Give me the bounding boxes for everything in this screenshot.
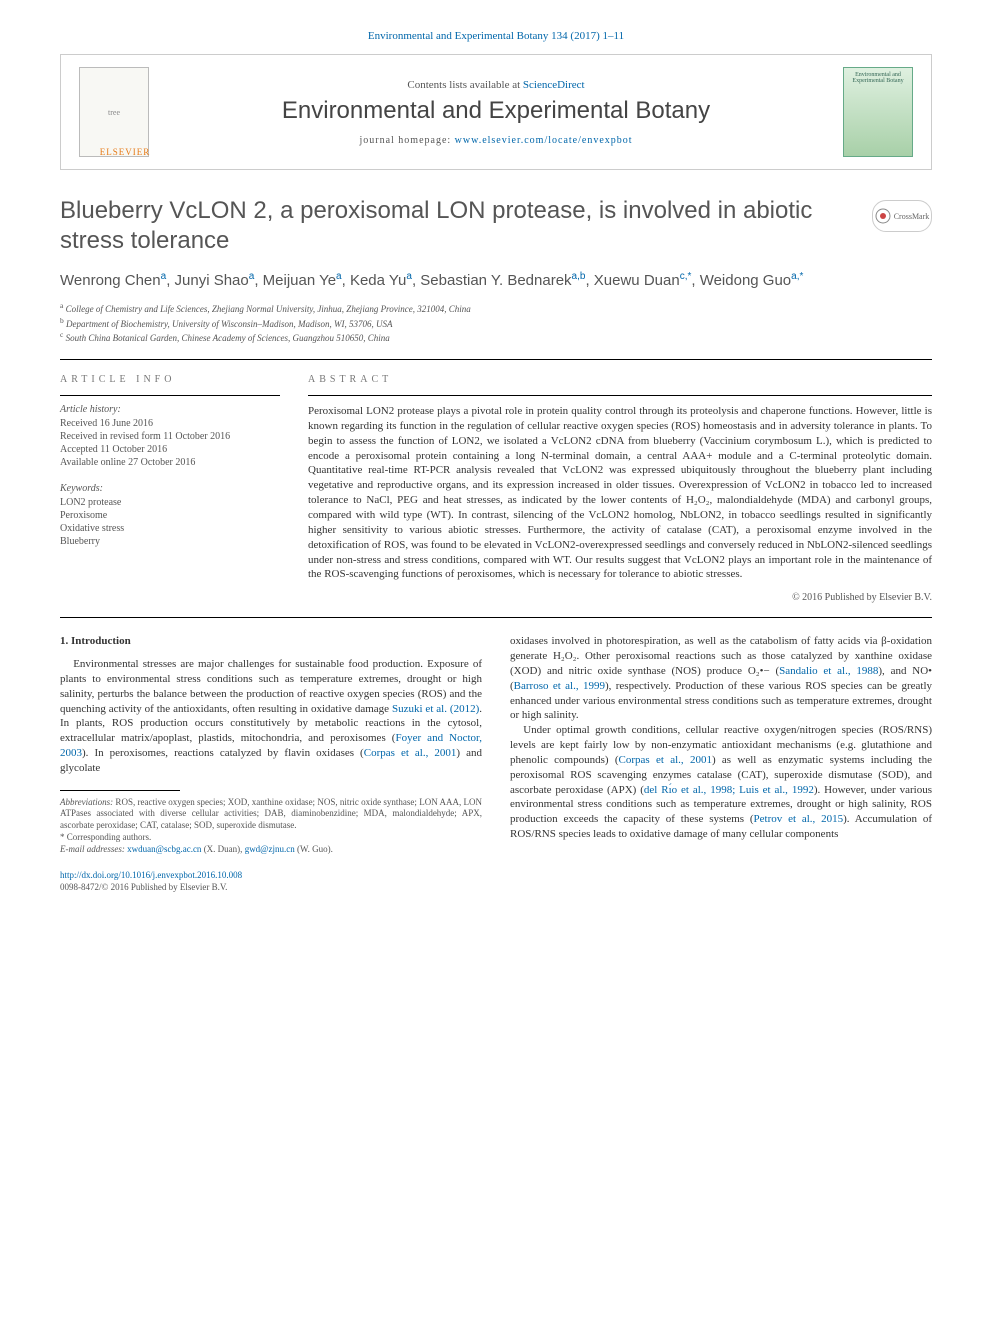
ref-link[interactable]: del Rı́o et al., 1998; Luis et al., 1992 bbox=[644, 784, 814, 796]
divider bbox=[60, 617, 932, 618]
crossmark-label: CrossMark bbox=[894, 212, 930, 221]
abbrev-footnote: Abbreviations: ROS, reactive oxygen spec… bbox=[60, 797, 482, 832]
crossmark-badge[interactable]: CrossMark bbox=[872, 200, 932, 232]
top-citation-link[interactable]: Environmental and Experimental Botany 13… bbox=[368, 30, 624, 42]
history-item: Received in revised form 11 October 2016 bbox=[60, 430, 280, 443]
ref-link[interactable]: Suzuki et al. (2012) bbox=[392, 703, 479, 715]
abstract: ABSTRACT Peroxisomal LON2 protease plays… bbox=[308, 374, 932, 603]
crossmark-icon bbox=[875, 208, 891, 224]
ref-link[interactable]: Barroso et al., 1999 bbox=[514, 680, 605, 692]
intro-p2: Under optimal growth conditions, cellula… bbox=[510, 723, 932, 842]
article-info: ARTICLE INFO Article history: Received 1… bbox=[60, 374, 280, 603]
article-info-label: ARTICLE INFO bbox=[60, 374, 280, 385]
corresponding-footnote: * Corresponding authors. bbox=[60, 832, 482, 844]
email-link[interactable]: xwduan@scbg.ac.cn bbox=[127, 844, 201, 854]
ref-link[interactable]: Corpas et al., 2001 bbox=[364, 747, 457, 759]
footnote-rule bbox=[60, 790, 180, 791]
history-label: Article history: bbox=[60, 404, 280, 415]
abstract-text: Peroxisomal LON2 protease plays a pivota… bbox=[308, 404, 932, 582]
history-item: Received 16 June 2016 bbox=[60, 417, 280, 430]
intro-p1: Environmental stresses are major challen… bbox=[60, 657, 482, 776]
ref-link[interactable]: Sandalio et al., 1988 bbox=[779, 665, 878, 677]
affiliation-c: South China Botanical Garden, Chinese Ac… bbox=[66, 333, 390, 343]
body-col-left: 1. Introduction Environmental stresses a… bbox=[60, 634, 482, 893]
homepage-prefix: journal homepage: bbox=[359, 135, 454, 146]
divider bbox=[60, 359, 932, 360]
doi-block: http://dx.doi.org/10.1016/j.envexpbot.20… bbox=[60, 869, 482, 893]
doi-link[interactable]: http://dx.doi.org/10.1016/j.envexpbot.20… bbox=[60, 870, 242, 880]
keywords-label: Keywords: bbox=[60, 483, 280, 494]
issn-line: 0098-8472/© 2016 Published by Elsevier B… bbox=[60, 882, 227, 892]
authors: Wenrong Chena, Junyi Shaoa, Meijuan Yea,… bbox=[60, 270, 932, 291]
abstract-label: ABSTRACT bbox=[308, 374, 932, 385]
affiliations: a College of Chemistry and Life Sciences… bbox=[60, 301, 932, 345]
keyword: Oxidative stress bbox=[60, 522, 280, 535]
email-link[interactable]: gwd@zjnu.cn bbox=[245, 844, 295, 854]
email-footnote: E-mail addresses: xwduan@scbg.ac.cn (X. … bbox=[60, 844, 482, 856]
contents-prefix: Contents lists available at bbox=[407, 79, 522, 91]
intro-p1-cont: oxidases involved in photorespiration, a… bbox=[510, 634, 932, 723]
keyword: LON2 protease bbox=[60, 496, 280, 509]
article-title: Blueberry VcLON 2, a peroxisomal LON pro… bbox=[60, 196, 858, 256]
abstract-copyright: © 2016 Published by Elsevier B.V. bbox=[308, 592, 932, 603]
journal-name: Environmental and Experimental Botany bbox=[171, 97, 821, 125]
journal-cover-icon: Environmental and Experimental Botany bbox=[843, 67, 913, 157]
body-col-right: oxidases involved in photorespiration, a… bbox=[510, 634, 932, 893]
elsevier-tree-icon: tree bbox=[79, 67, 149, 157]
history-item: Accepted 11 October 2016 bbox=[60, 443, 280, 456]
affiliation-b: Department of Biochemistry, University o… bbox=[66, 319, 392, 329]
affiliation-a: College of Chemistry and Life Sciences, … bbox=[66, 304, 471, 314]
keyword: Peroxisome bbox=[60, 509, 280, 522]
intro-heading: 1. Introduction bbox=[60, 634, 482, 649]
history-item: Available online 27 October 2016 bbox=[60, 456, 280, 469]
homepage-link[interactable]: www.elsevier.com/locate/envexpbot bbox=[455, 135, 633, 146]
elsevier-label: ELSEVIER bbox=[90, 147, 160, 157]
ref-link[interactable]: Petrov et al., 2015 bbox=[754, 813, 844, 825]
ref-link[interactable]: Corpas et al., 2001 bbox=[619, 754, 712, 766]
top-citation: Environmental and Experimental Botany 13… bbox=[60, 30, 932, 42]
journal-header: tree ELSEVIER Contents lists available a… bbox=[60, 54, 932, 170]
contents-line: Contents lists available at ScienceDirec… bbox=[171, 79, 821, 91]
homepage-line: journal homepage: www.elsevier.com/locat… bbox=[171, 135, 821, 146]
sciencedirect-link[interactable]: ScienceDirect bbox=[523, 79, 585, 91]
keyword: Blueberry bbox=[60, 535, 280, 548]
